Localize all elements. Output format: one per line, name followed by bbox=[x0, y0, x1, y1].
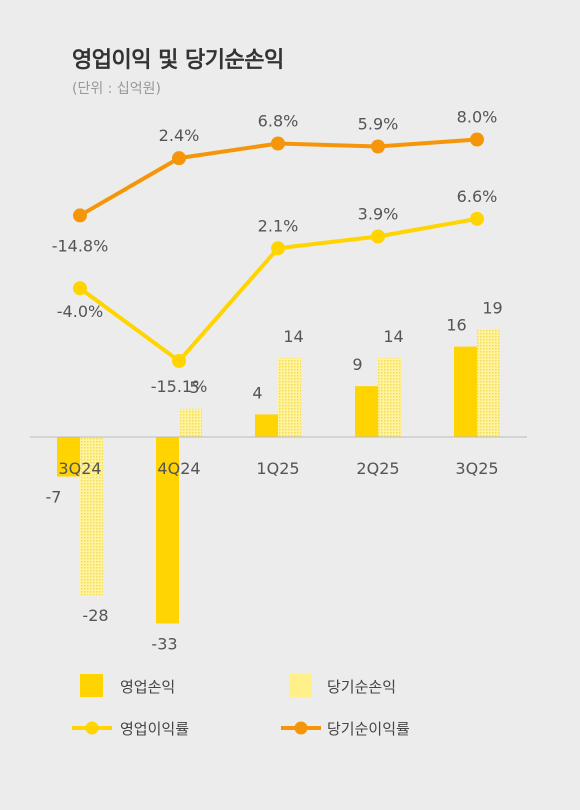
point-operating-margin-3 bbox=[371, 229, 385, 244]
bar-label-operating-profit-0: -7 bbox=[46, 488, 62, 507]
x-tick-label-3: 2Q25 bbox=[356, 459, 399, 478]
bar-label-net-income-2: 14 bbox=[283, 327, 303, 346]
point-operating-margin-4 bbox=[470, 211, 484, 226]
point-net-margin-4 bbox=[470, 132, 484, 147]
point-net-margin-1 bbox=[172, 151, 186, 166]
line-label-net-margin-1: 2.4% bbox=[159, 126, 200, 145]
line-label-operating-margin-3: 3.9% bbox=[358, 205, 399, 224]
bar-operating-profit-2 bbox=[255, 414, 278, 437]
point-net-margin-3 bbox=[371, 139, 385, 154]
point-operating-margin-2 bbox=[271, 241, 285, 256]
line-label-operating-margin-2: 2.1% bbox=[258, 216, 299, 235]
x-tick-label-0: 3Q24 bbox=[58, 459, 101, 478]
line-label-operating-margin-4: 6.6% bbox=[457, 187, 498, 206]
bar-label-net-income-3: 14 bbox=[383, 327, 403, 346]
line-label-net-margin-4: 8.0% bbox=[457, 108, 498, 127]
point-operating-margin-0 bbox=[73, 281, 87, 296]
legend-swatch-net-income bbox=[289, 674, 312, 697]
bar-net-income-1 bbox=[179, 408, 202, 437]
bar-label-operating-profit-1: -33 bbox=[151, 634, 177, 653]
line-label-operating-margin-1: -15.1% bbox=[151, 377, 208, 396]
unit-label: (단위 : 십억원) bbox=[72, 81, 161, 97]
point-net-margin-2 bbox=[271, 136, 285, 151]
bar-net-income-0 bbox=[80, 437, 103, 596]
legend-label-operating-profit: 영업손익 bbox=[120, 678, 176, 696]
legend-label-net-income: 당기순손익 bbox=[327, 678, 397, 696]
bar-net-income-3 bbox=[378, 357, 401, 437]
x-tick-label-1: 4Q24 bbox=[157, 459, 200, 478]
legend-swatch-net-margin bbox=[281, 721, 321, 735]
bar-operating-profit-3 bbox=[355, 386, 378, 437]
bar-label-net-income-4: 19 bbox=[482, 299, 502, 318]
bar-label-net-income-0: -28 bbox=[82, 606, 108, 625]
line-label-net-margin-2: 6.8% bbox=[258, 112, 299, 131]
x-tick-label-2: 1Q25 bbox=[256, 459, 299, 478]
bar-label-operating-profit-4: 16 bbox=[446, 316, 466, 335]
legend-swatch-operating-profit bbox=[80, 674, 103, 697]
line-label-operating-margin-0: -4.0% bbox=[57, 302, 103, 321]
point-net-margin-0 bbox=[73, 208, 87, 223]
bar-label-operating-profit-2: 4 bbox=[252, 383, 262, 402]
line-label-net-margin-0: -14.8% bbox=[52, 236, 109, 255]
bar-net-income-4 bbox=[477, 329, 500, 437]
bar-operating-profit-4 bbox=[454, 346, 477, 437]
chart-title: 영업이익 및 당기순손익 bbox=[72, 48, 284, 73]
bar-label-operating-profit-3: 9 bbox=[352, 355, 362, 374]
legend-label-net-margin: 당기순이익률 bbox=[327, 720, 410, 738]
legend-label-operating-margin: 영업이익률 bbox=[120, 720, 190, 738]
bar-label-net-income-1: 5 bbox=[189, 378, 199, 397]
x-tick-label-4: 3Q25 bbox=[455, 459, 498, 478]
legend-swatch-operating-margin bbox=[72, 721, 112, 735]
point-operating-margin-1 bbox=[172, 353, 186, 368]
bar-net-income-2 bbox=[278, 357, 301, 437]
bar-operating-profit-0 bbox=[57, 437, 80, 477]
bar-operating-profit-1 bbox=[156, 437, 179, 624]
line-label-net-margin-3: 5.9% bbox=[358, 115, 399, 134]
